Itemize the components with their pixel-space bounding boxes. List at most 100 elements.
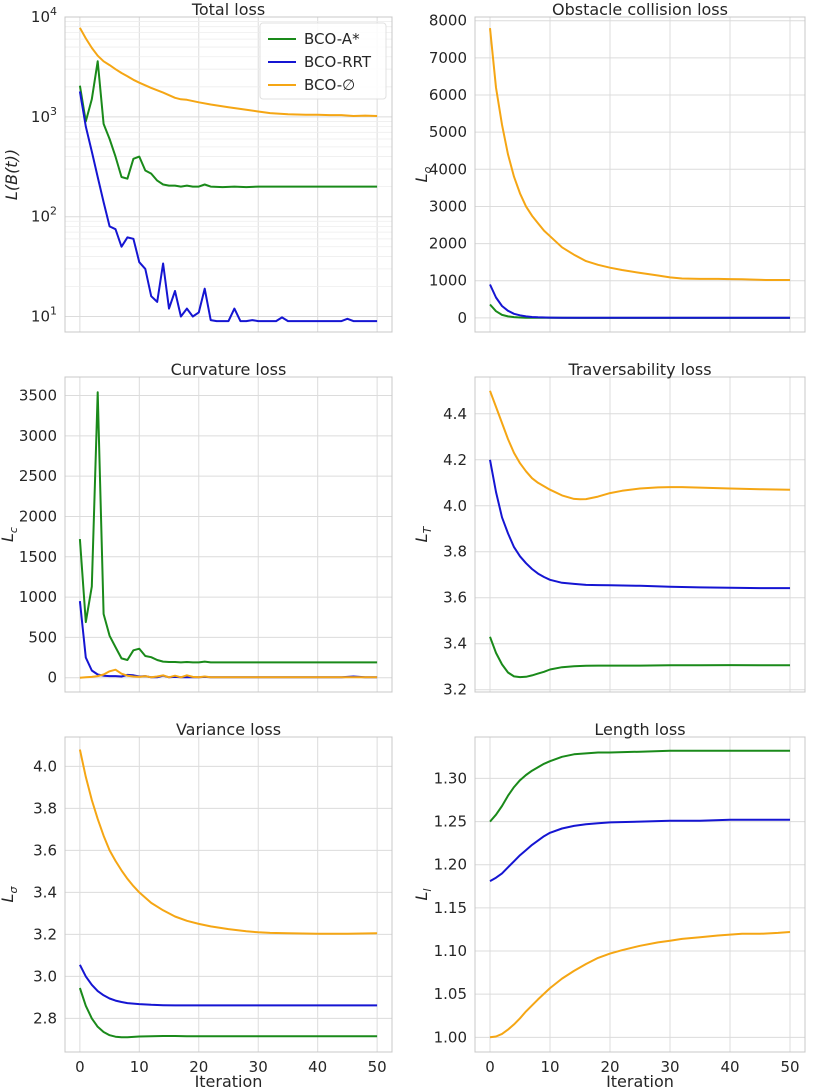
y-tick-label: 0 [47,669,57,687]
y-tick-label: 7000 [429,49,467,67]
y-tick-label: 500 [28,628,57,646]
y-tick-label: 3000 [19,427,57,445]
y-tick-label: 2000 [19,507,57,525]
y-tick-label: 3.4 [33,883,57,901]
subplot-title: Variance loss [176,720,281,739]
subplot-title: Length loss [594,720,685,739]
series-line-bco-rrt [78,91,378,323]
x-axis-label: Iteration [195,1072,263,1091]
series-line-bco [78,749,378,935]
grid [475,17,805,332]
y-tick-label: 1.05 [434,985,467,1003]
x-tick-label: 50 [780,1058,799,1076]
y-tick-label: 1.15 [434,899,467,917]
legend: BCO-A* BCO-RRT BCO-∅ [259,22,387,100]
subplot-4: 3.2 3.4 3.6 3.8 4.0 4.2 4.4 Traversability loss… [412,360,806,699]
subplot-1: 101 102 103 104 Total loss L(B(t)) BCO-A* BCO-R… [2,0,393,333]
x-tick-label: 0 [75,1058,85,1076]
series-line-bco [489,390,791,501]
subplot-title: Total loss [191,0,265,19]
series-line-bco-a [489,636,790,679]
legend-box [259,22,387,100]
x-tick-label: 40 [720,1058,739,1076]
y-tick-label: 2000 [429,235,467,253]
subplot-2: 0 1000 2000 3000 4000 5000 6000 7000 8000 Obstacl… [412,0,806,333]
y-axis-label: L(B(t)) [2,149,21,200]
axes-frame [474,376,806,693]
axes-frame [64,376,393,693]
series-line-bco-a [78,987,378,1039]
y-tick-label: 1.20 [434,856,467,874]
y-tick-label: 3.8 [443,543,467,561]
y-tick-label: 3000 [429,197,467,215]
plot-area [65,737,392,1052]
series-line-bco [79,27,378,117]
y-tick-label: 3.6 [443,589,467,607]
y-tick-label: 4.0 [33,757,57,775]
series-group [489,390,791,679]
x-tick-label: 40 [308,1058,327,1076]
y-tick-label: 4.4 [443,405,467,423]
series-line-bco [79,668,378,679]
y-axis-label: Ll [412,889,434,901]
x-tick-label: 10 [130,1058,149,1076]
series-group [78,391,378,679]
plot-area [65,377,392,692]
y-axis-label: Lσ [0,886,20,903]
series-line-bco-a [78,391,378,664]
y-tick-label: 2500 [19,467,57,485]
series-line-bco-rrt [489,459,790,590]
series-group [489,749,791,1039]
y-tick-label: 102 [31,205,57,226]
y-tick-label: 101 [31,305,57,326]
y-tick-label: 3.2 [443,681,467,699]
y-tick-label: 1500 [19,548,57,566]
x-tick-label: 50 [368,1058,387,1076]
series-line-bco-rrt [79,964,378,1007]
subplot-5: 2.8 3.0 3.2 3.4 3.6 3.8 4.0 0 10 20 30 40 50 Variance… [0,720,393,1091]
legend-label: BCO-A* [304,30,360,48]
y-tick-label: 1.00 [434,1028,467,1046]
y-axis-label: Lo [412,166,434,182]
y-tick-label: 1.10 [434,942,467,960]
y-tick-label: 5000 [429,123,467,141]
subplot-6: 1.00 1.05 1.10 1.15 1.20 1.25 1.30 0 10 20 30 40 50 L… [412,720,806,1091]
x-tick-label: 20 [600,1058,619,1076]
x-tick-label: 30 [249,1058,268,1076]
y-tick-label: 2.8 [33,1009,57,1027]
subplot-title: Curvature loss [171,360,287,379]
y-tick-label: 1000 [429,272,467,290]
axes-frame [64,736,393,1053]
series-line-bco-rrt [489,818,790,882]
series-line-bco-rrt [489,284,790,319]
y-tick-label: 104 [31,5,57,26]
series-group [78,27,378,323]
y-tick-label: 3.8 [33,799,57,817]
y-axis-label: LT [412,525,434,542]
grid [65,377,392,692]
y-tick-label: 3.6 [33,841,57,859]
legend-label: BCO-RRT [304,53,372,71]
y-tick-label: 1.30 [434,769,467,787]
series-group [78,749,378,1039]
x-axis-label: Iteration [606,1072,674,1091]
series-line-bco-a [78,60,378,189]
subplot-title: Traversability loss [567,360,711,379]
y-tick-label: 0 [457,309,467,327]
plot-area [475,737,805,1052]
x-tick-label: 20 [189,1058,208,1076]
y-tick-label: 8000 [429,12,467,30]
y-tick-label: 6000 [429,86,467,104]
y-tick-label: 3.0 [33,967,57,985]
y-tick-label: 3500 [19,387,57,405]
x-tick-label: 0 [485,1058,495,1076]
plot-area [475,377,805,692]
x-tick-label: 30 [660,1058,679,1076]
series-line-bco [489,27,790,281]
axes-frame [474,16,806,333]
x-tick-label: 10 [540,1058,559,1076]
y-tick-label: 3.2 [33,925,57,943]
y-tick-label: 4000 [429,160,467,178]
y-tick-label: 1000 [19,588,57,606]
